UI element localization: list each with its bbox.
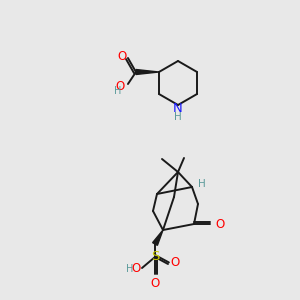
Polygon shape: [136, 70, 159, 74]
Text: H: H: [114, 86, 122, 96]
Text: S: S: [151, 250, 159, 263]
Polygon shape: [153, 230, 163, 245]
Text: O: O: [117, 50, 127, 64]
Text: O: O: [215, 218, 224, 230]
Text: H: H: [174, 112, 182, 122]
Text: O: O: [132, 262, 141, 275]
Text: O: O: [170, 256, 179, 269]
Text: H: H: [126, 264, 133, 274]
Text: N: N: [173, 103, 183, 116]
Text: O: O: [116, 80, 125, 94]
Text: O: O: [150, 277, 160, 290]
Text: H: H: [198, 179, 206, 189]
